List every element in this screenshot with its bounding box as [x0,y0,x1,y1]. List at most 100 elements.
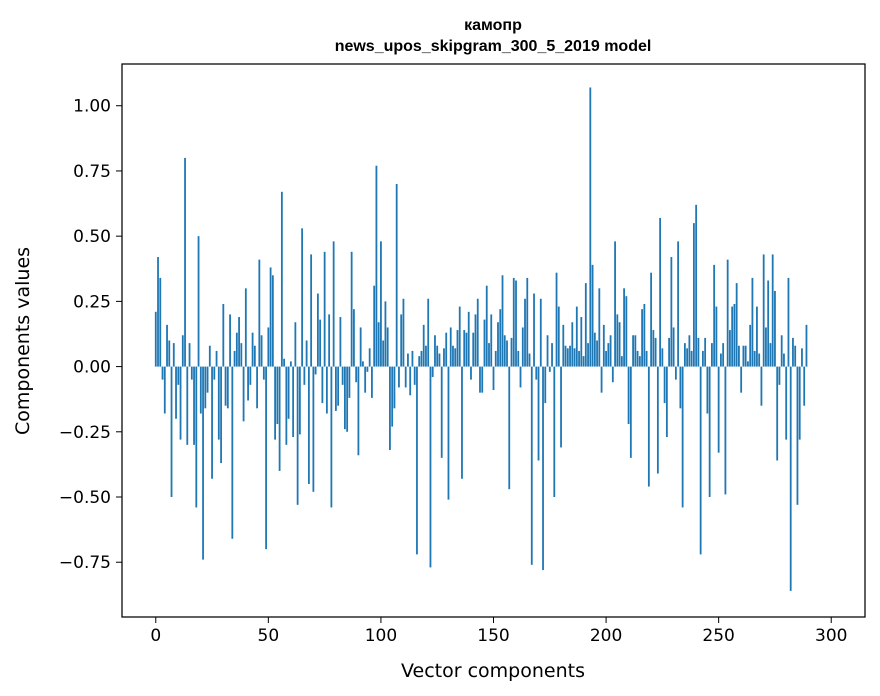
bar-154 [501,275,504,367]
bar-76 [325,366,328,414]
bar-207 [620,356,623,367]
bar-213 [634,335,637,367]
bar-229 [670,257,673,367]
bar-111 [404,366,407,388]
bar-50 [267,327,270,367]
bar-63 [296,366,299,505]
bar-145 [481,366,484,393]
bar-274 [771,254,774,367]
bar-116 [416,366,418,555]
bar-90 [357,366,360,456]
bar-131 [449,327,452,367]
bar-73 [319,319,322,367]
bar-31 [224,366,227,406]
bar-83 [341,366,344,385]
bar-217 [643,303,646,367]
bar-101 [382,340,385,367]
bar-198 [600,366,603,393]
bar-13 [184,157,186,367]
bar-196 [596,340,598,367]
bar-224 [659,217,662,367]
bar-264 [749,324,752,367]
bar-251 [720,353,722,367]
bar-78 [330,366,333,508]
bar-34 [231,366,234,539]
bar-278 [780,335,783,367]
bar-169 [535,366,538,380]
bar-247 [711,343,713,367]
bar-61 [292,366,295,438]
bar-200 [605,350,607,367]
bar-160 [515,280,517,367]
bar-275 [774,290,776,367]
bar-15 [188,343,191,367]
bar-180 [560,366,562,448]
bar-282 [789,366,792,591]
bar-6 [168,340,171,367]
bar-150 [492,366,495,391]
x-tick-label: 50 [258,626,280,646]
bar-186 [573,348,576,367]
bar-85 [346,366,349,432]
bar-128 [443,348,445,367]
bar-157 [508,366,511,490]
bar-59 [287,366,290,419]
bar-57 [283,358,286,367]
bar-181 [562,324,565,367]
bar-233 [679,366,682,409]
bar-210 [627,366,630,424]
bar-277 [778,366,781,385]
bar-167 [530,366,533,565]
bar-226 [663,366,666,404]
bar-122 [429,366,432,568]
bar-94 [366,366,369,372]
bar-231 [674,366,677,380]
bar-285 [796,366,799,505]
bar-176 [551,343,553,367]
bar-108 [398,366,400,388]
bar-188 [578,350,580,367]
bar-10 [177,366,180,385]
bar-164 [524,298,526,367]
bar-255 [729,330,731,367]
bar-159 [512,277,515,367]
y-tick-label: −0.75 [59,553,111,573]
bar-222 [654,337,657,367]
bar-242 [699,366,702,555]
bar-82 [339,317,342,367]
bar-123 [431,366,434,378]
plot-frame [121,63,866,618]
bar-271 [765,327,767,367]
bar-117 [418,356,421,367]
bar-257 [733,303,736,367]
bar-235 [683,343,686,367]
bar-166 [528,353,531,367]
bar-258 [735,283,738,367]
bar-16 [190,366,193,380]
bar-103 [386,327,389,367]
bar-138 [465,332,468,367]
bar-143 [476,298,479,367]
bar-240 [695,204,698,367]
bar-24 [208,345,211,367]
bar-260 [740,366,743,393]
bar-225 [661,348,664,367]
bar-23 [206,366,209,393]
x-axis-label: Vector components [401,660,585,682]
bar-26 [213,366,216,380]
bar-32 [226,366,229,409]
bar-11 [179,366,182,440]
bar-156 [506,340,508,367]
bar-67 [305,340,308,367]
bar-237 [688,335,691,367]
bar-12 [181,335,184,367]
bar-121 [427,298,430,367]
x-tick-label: 100 [365,626,397,646]
bar-179 [557,306,560,367]
bar-126 [438,353,441,367]
bar-249 [715,306,718,367]
bar-92 [362,361,364,367]
y-tick-label: 0.00 [73,358,111,378]
bar-42 [249,366,252,385]
